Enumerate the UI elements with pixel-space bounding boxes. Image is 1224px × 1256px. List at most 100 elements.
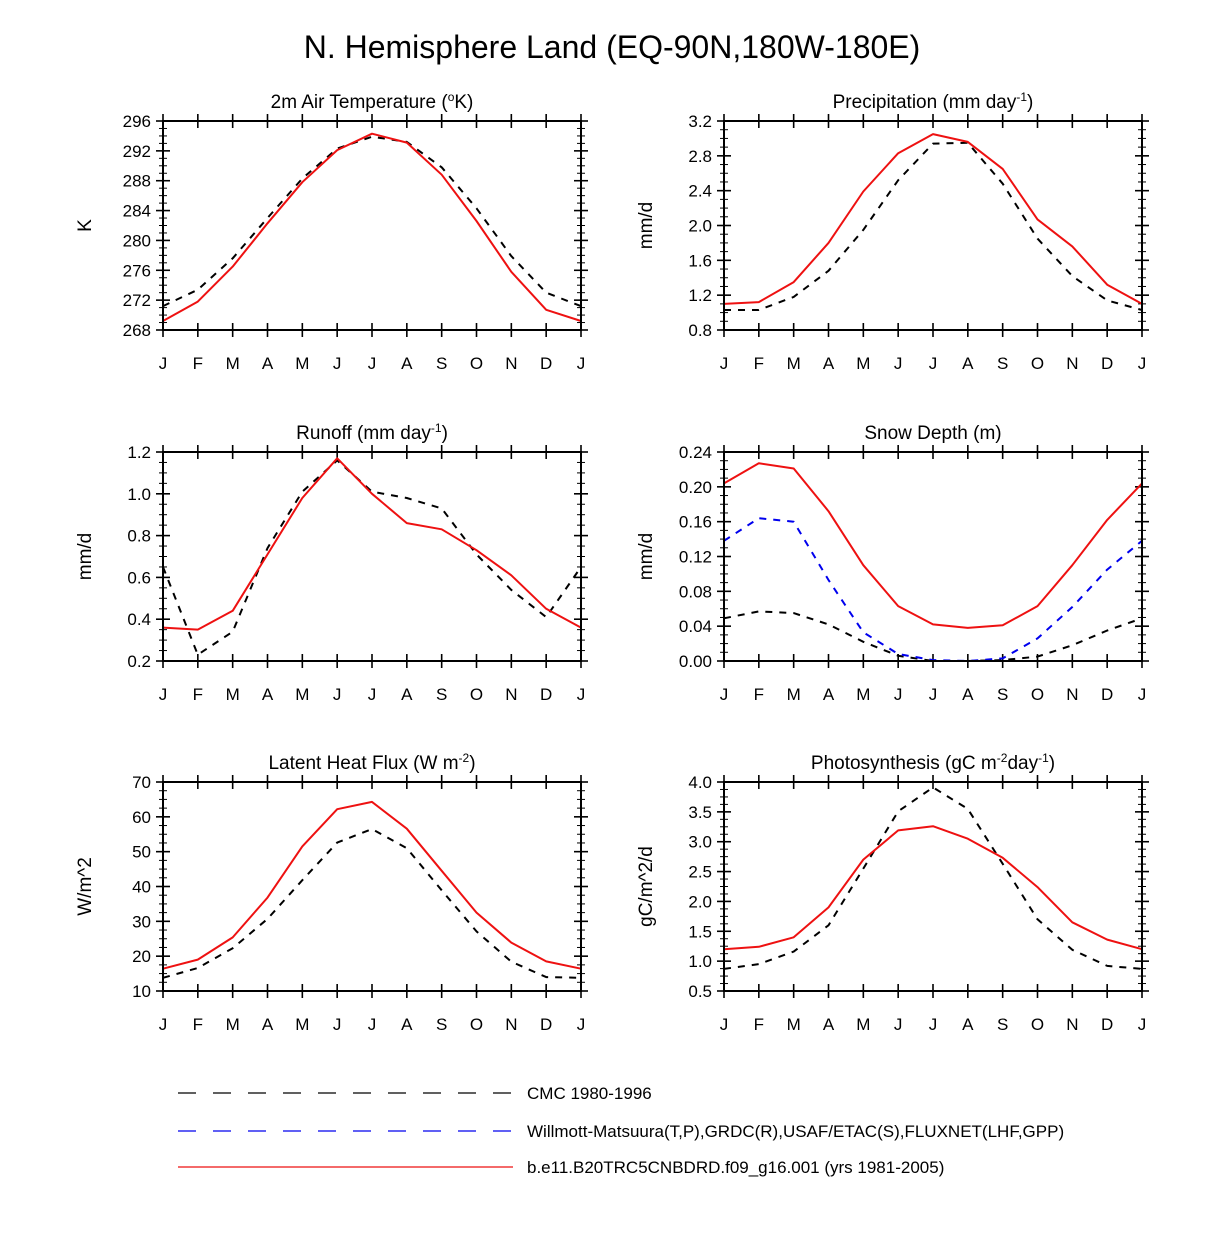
x-tick-label: A <box>262 685 274 704</box>
x-tick-label: F <box>193 1015 203 1034</box>
x-tick-label: A <box>823 1015 835 1034</box>
y-axis-label: mm/d <box>636 533 657 581</box>
chart-panel-6: Photosynthesis (gC m-2day-1) gC/m^2/d 0.5 1… <box>636 751 1149 1034</box>
x-tick-label: J <box>368 1015 377 1034</box>
series-line-model <box>162 457 582 631</box>
x-tick-label: A <box>962 685 974 704</box>
y-tick-label: 280 <box>123 231 151 250</box>
series-line-obs <box>723 517 1143 662</box>
y-axis-label: mm/d <box>636 202 657 250</box>
x-tick-label: A <box>962 354 974 373</box>
y-tick-label: 3.0 <box>688 833 712 852</box>
x-tick-label: D <box>1101 354 1113 373</box>
chart-panel-1: 2m Air Temperature (oK) K 268 272 276 280 284 2… <box>75 90 588 373</box>
panel-title-text: day <box>1007 753 1038 774</box>
y-tick-label: 70 <box>132 773 151 792</box>
x-tick-label: N <box>505 685 517 704</box>
x-tick-label: J <box>894 1015 903 1034</box>
y-axis-label: mm/d <box>75 533 96 581</box>
x-tick-label: J <box>929 1015 938 1034</box>
y-axis-label: W/m^2 <box>75 857 96 916</box>
y-tick-label: 0.12 <box>679 548 712 567</box>
x-tick-label: A <box>823 354 835 373</box>
series-line-model <box>162 132 582 322</box>
x-tick-label: J <box>159 685 168 704</box>
x-tick-label: F <box>754 1015 764 1034</box>
series-line-CMC <box>162 135 582 308</box>
legend-label-CMC: CMC 1980-1996 <box>527 1084 652 1103</box>
x-tick-label: N <box>1066 685 1078 704</box>
plot-frame <box>162 451 582 662</box>
legend: CMC 1980-1996 Willmott-Matsuura(T,P),GRDC… <box>178 1084 1064 1177</box>
x-tick-label: D <box>540 685 552 704</box>
y-tick-label: 1.6 <box>688 251 712 270</box>
x-tick-label: D <box>540 354 552 373</box>
y-tick-label: 1.0 <box>127 485 151 504</box>
x-tick-label: A <box>262 1015 274 1034</box>
figure-title: N. Hemisphere Land (EQ-90N,180W-180E) <box>304 29 921 65</box>
x-tick-label: F <box>193 354 203 373</box>
y-tick-label: 0.20 <box>679 478 712 497</box>
series-line-model <box>162 800 582 970</box>
panel-title: 2m Air Temperature (oK) <box>271 90 474 113</box>
x-tick-label: J <box>929 685 938 704</box>
x-tick-label: J <box>894 685 903 704</box>
x-tick-label: J <box>720 685 729 704</box>
panel-title-superscript: -1 <box>1038 751 1049 765</box>
x-tick-label: A <box>401 1015 413 1034</box>
x-tick-label: J <box>577 685 586 704</box>
y-tick-label: 288 <box>123 172 151 191</box>
y-tick-label: 0.8 <box>688 321 712 340</box>
x-tick-label: J <box>1138 354 1147 373</box>
x-tick-label: S <box>997 685 1008 704</box>
y-tick-label: 0.8 <box>127 527 151 546</box>
x-tick-label: J <box>333 354 342 373</box>
y-tick-label: 3.5 <box>688 803 712 822</box>
y-tick-label: 1.2 <box>127 443 151 462</box>
x-tick-label: M <box>856 1015 870 1034</box>
x-tick-label: M <box>226 685 240 704</box>
panel-title-text: Photosynthesis (gC m <box>811 753 997 774</box>
y-tick-label: 3.2 <box>688 112 712 131</box>
panel-title-superscript: -1 <box>1016 90 1027 104</box>
panel-title-text: 2m Air Temperature ( <box>271 92 449 113</box>
y-tick-label: 0.00 <box>679 652 712 671</box>
panel-title-superscript: -2 <box>459 751 470 765</box>
y-tick-label: 2.5 <box>688 863 712 882</box>
panel-title-text: Snow Depth (m) <box>864 423 1001 444</box>
x-tick-label: M <box>787 1015 801 1034</box>
x-tick-label: N <box>1066 354 1078 373</box>
y-tick-label: 284 <box>123 202 151 221</box>
y-tick-label: 2.0 <box>688 217 712 236</box>
x-tick-label: A <box>962 1015 974 1034</box>
plot-frame <box>723 120 1143 331</box>
plot-frame <box>723 781 1143 992</box>
x-tick-label: O <box>470 354 483 373</box>
panel-title-text: ) <box>442 423 448 444</box>
series-line-CMC <box>162 459 582 656</box>
x-tick-label: J <box>577 1015 586 1034</box>
panel-title-superscript: o <box>448 90 455 104</box>
x-tick-label: J <box>368 354 377 373</box>
panel-title-superscript: -2 <box>997 751 1008 765</box>
y-tick-label: 2.8 <box>688 147 712 166</box>
legend-item-obs: Willmott-Matsuura(T,P),GRDC(R),USAF/ETAC… <box>178 1122 1064 1141</box>
x-tick-label: D <box>1101 685 1113 704</box>
panel-title-text: K) <box>454 92 473 113</box>
y-tick-label: 30 <box>132 912 151 931</box>
x-tick-label: M <box>295 1015 309 1034</box>
chart-panel-4: Snow Depth (m) mm/d 0.00 0.04 0.08 0.12 0.16 0.… <box>636 423 1149 704</box>
x-tick-label: M <box>856 685 870 704</box>
panel-title: Snow Depth (m) <box>864 423 1001 444</box>
y-tick-label: 296 <box>123 112 151 131</box>
x-tick-label: O <box>1031 354 1044 373</box>
x-tick-label: D <box>1101 1015 1113 1034</box>
x-tick-label: J <box>159 354 168 373</box>
x-tick-label: S <box>436 1015 447 1034</box>
plot-frame <box>162 120 582 331</box>
x-tick-label: F <box>754 685 764 704</box>
chart-panel-5: Latent Heat Flux (W m-2) W/m^2 10 20 30 40 50 6… <box>75 751 588 1034</box>
x-tick-label: O <box>470 1015 483 1034</box>
panel-title: Latent Heat Flux (W m-2) <box>268 751 475 774</box>
x-tick-label: A <box>401 354 413 373</box>
